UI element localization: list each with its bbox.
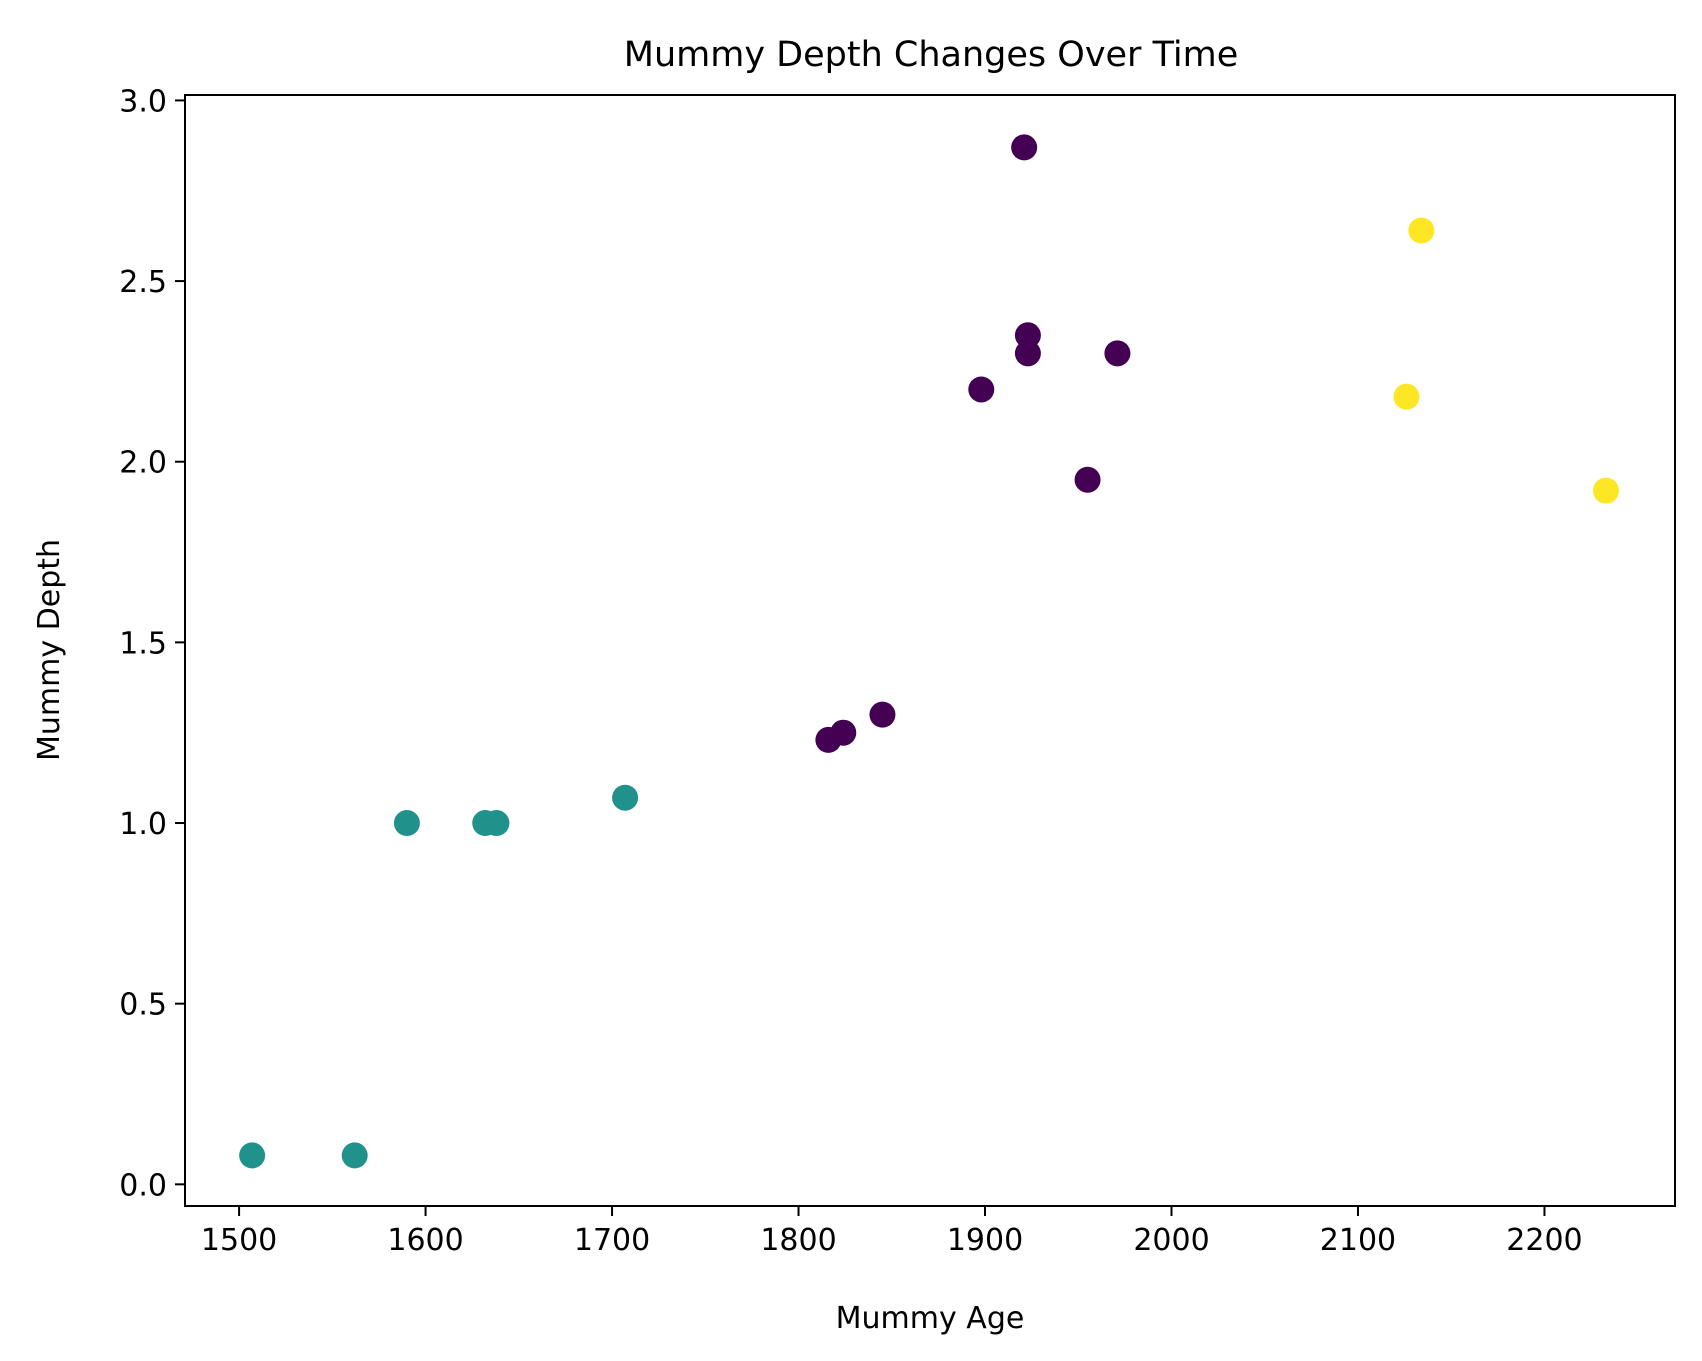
y-axis-label: Mummy Depth xyxy=(32,539,67,761)
y-tick-label: 0.0 xyxy=(119,1168,167,1203)
scatter-point xyxy=(1408,217,1435,244)
scatter-point xyxy=(239,1142,266,1169)
scatter-point xyxy=(1393,383,1420,410)
x-tick-label: 1700 xyxy=(574,1223,650,1258)
x-tick-label: 2200 xyxy=(1506,1223,1582,1258)
y-tick-label: 0.5 xyxy=(119,988,167,1023)
y-tick-label: 2.5 xyxy=(119,265,167,300)
plot-area xyxy=(239,134,1620,1169)
plot-frame xyxy=(184,94,1676,1207)
scatter-point xyxy=(1593,477,1620,504)
scatter-point xyxy=(393,810,420,837)
y-tick-label: 1.0 xyxy=(119,807,167,842)
scatter-point xyxy=(1074,466,1101,493)
x-axis: 1500 1600 1700 1800 1900 2000 2100 2200 xyxy=(201,1206,1583,1258)
scatter-point xyxy=(968,376,995,403)
scatter-point xyxy=(1014,322,1041,349)
y-tick-label: 3.0 xyxy=(119,84,167,119)
scatter-point xyxy=(830,719,857,746)
x-tick-label: 1500 xyxy=(201,1223,277,1258)
x-tick-label: 1600 xyxy=(387,1223,463,1258)
scatter-point xyxy=(869,701,896,728)
x-tick-label: 1900 xyxy=(947,1223,1023,1258)
scatter-point xyxy=(612,784,639,811)
scatter-point xyxy=(483,810,510,837)
chart-title: Mummy Depth Changes Over Time xyxy=(624,35,1238,75)
y-tick-label: 2.0 xyxy=(119,446,167,481)
scatter-point xyxy=(1011,134,1038,161)
scatter-point xyxy=(1104,340,1131,367)
scatter-point xyxy=(341,1142,368,1169)
x-tick-label: 2100 xyxy=(1320,1223,1396,1258)
x-tick-label: 2000 xyxy=(1133,1223,1209,1258)
scatter-point xyxy=(1014,340,1041,367)
y-axis: 0.0 0.5 1.0 1.5 2.0 2.5 3.0 xyxy=(119,84,185,1203)
x-axis-label: Mummy Age xyxy=(836,1301,1025,1336)
y-tick-label: 1.5 xyxy=(119,626,167,661)
x-tick-label: 1800 xyxy=(760,1223,836,1258)
